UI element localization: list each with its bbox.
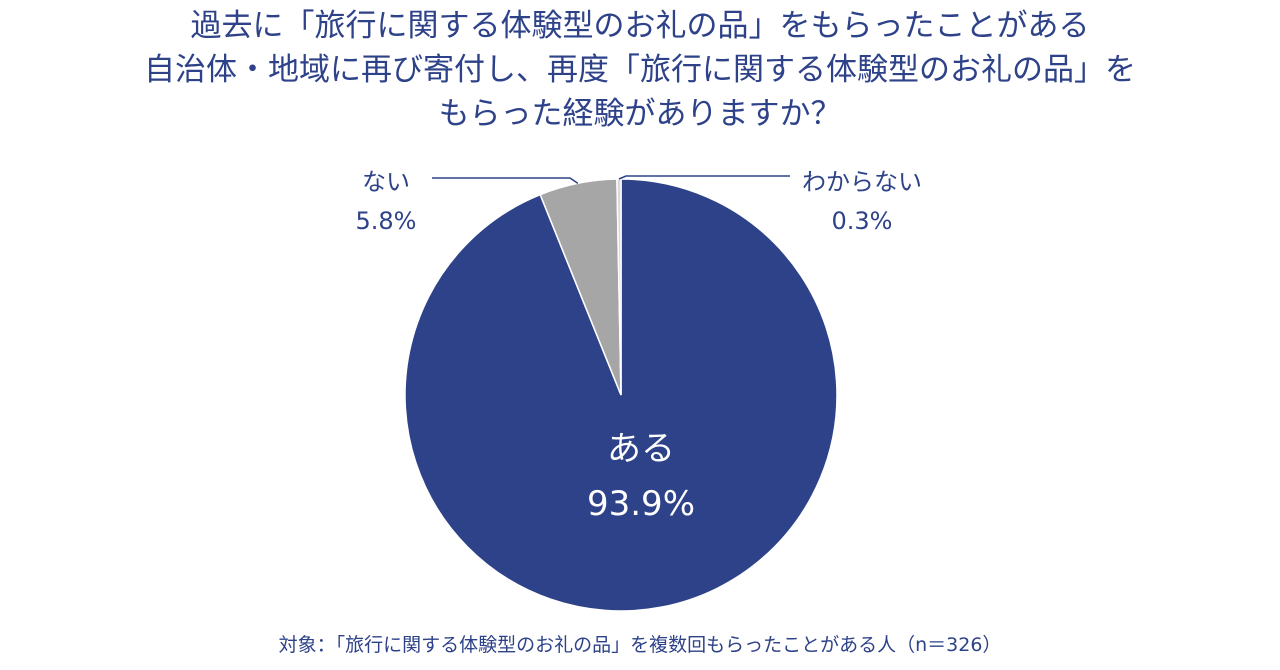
chart-title: 過去に「旅行に関する体験型のお礼の品」をもらったことがある 自治体・地域に再び寄… xyxy=(0,4,1280,136)
slice-value-2: 0.3% xyxy=(832,207,893,235)
slice-value-1: 5.8% xyxy=(356,207,417,235)
leader-line-2 xyxy=(618,175,790,180)
chart-title-line-2: 自治体・地域に再び寄付し、再度「旅行に関する体験型のお礼の品」を xyxy=(144,52,1136,88)
pie-slice-2 xyxy=(616,178,622,396)
footnote: 対象：「旅行に関する体験型のお礼の品」を複数回もらったことがある人（n＝326） xyxy=(278,634,1002,656)
chart-title-line-1: 過去に「旅行に関する体験型のお礼の品」をもらったことがある xyxy=(190,8,1090,44)
slice-label-1: ない xyxy=(362,168,410,196)
leader-line-1 xyxy=(432,177,579,185)
chart-title-line-3: もらった経験がありますか？ xyxy=(438,96,842,132)
slice-label-0: ある xyxy=(607,429,675,469)
slice-label-2: わからない xyxy=(802,168,922,196)
slice-value-0: 93.9% xyxy=(587,484,695,524)
